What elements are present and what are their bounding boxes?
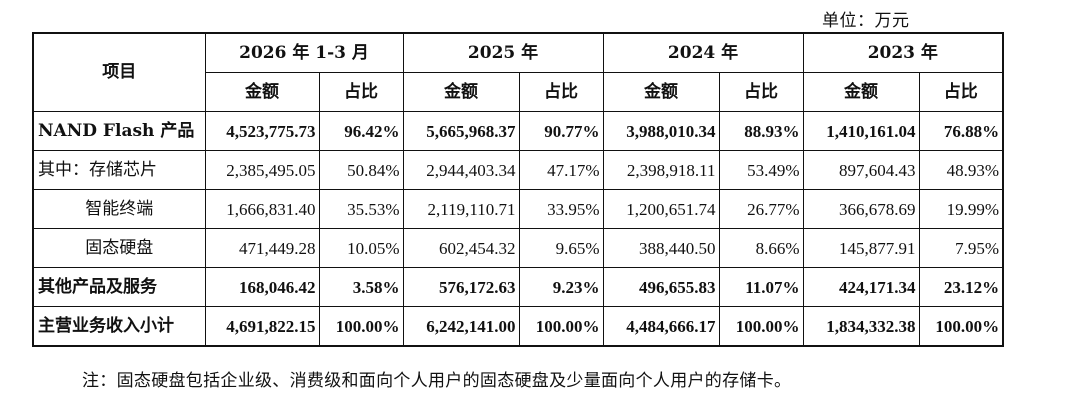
item-column-header: 项目 xyxy=(32,32,206,112)
share-cell: 11.07% xyxy=(718,267,804,307)
amount-header: 金额 xyxy=(802,72,920,112)
amount-cell: 471,449.28 xyxy=(204,228,320,268)
table-row: 其他产品及服务 168,046.42 3.58% 576,172.63 9.23% 496… xyxy=(32,267,1004,307)
amount-cell: 1,834,332.38 xyxy=(802,306,920,347)
share-cell: 35.53% xyxy=(318,189,404,229)
amount-cell: 6,242,141.00 xyxy=(402,306,520,347)
share-cell: 10.05% xyxy=(318,228,404,268)
amount-cell: 2,385,495.05 xyxy=(204,150,320,190)
amount-cell: 496,655.83 xyxy=(602,267,720,307)
share-cell: 26.77% xyxy=(718,189,804,229)
amount-cell: 4,691,822.15 xyxy=(204,306,320,347)
share-header: 占比 xyxy=(318,72,404,112)
table-row: 主营业务收入小计 4,691,822.15 100.00% 6,242,141.00 1… xyxy=(32,306,1004,347)
share-header: 占比 xyxy=(918,72,1004,112)
amount-cell: 602,454.32 xyxy=(402,228,520,268)
amount-cell: 2,119,110.71 xyxy=(402,189,520,229)
share-cell: 23.12% xyxy=(918,267,1004,307)
unit-label: 单位：万元 xyxy=(822,11,910,31)
amount-cell: 366,678.69 xyxy=(802,189,920,229)
table-row: 智能终端 1,666,831.40 35.53% 2,119,110.71 33.95%… xyxy=(32,189,1004,229)
amount-cell: 1,200,651.74 xyxy=(602,189,720,229)
table-row: 其中：存储芯片 2,385,495.05 50.84% 2,944,403.34 47.… xyxy=(32,150,1004,190)
share-cell: 53.49% xyxy=(718,150,804,190)
row-label: NAND Flash 产品 xyxy=(32,111,206,151)
amount-cell: 897,604.43 xyxy=(802,150,920,190)
share-cell: 3.58% xyxy=(318,267,404,307)
table-row: 固态硬盘 471,449.28 10.05% 602,454.32 9.65% 388,4… xyxy=(32,228,1004,268)
share-cell: 19.99% xyxy=(918,189,1004,229)
amount-header: 金额 xyxy=(204,72,320,112)
amount-cell: 145,877.91 xyxy=(802,228,920,268)
amount-header: 金额 xyxy=(402,72,520,112)
table-row: NAND Flash 产品 4,523,775.73 96.42% 5,665,968… xyxy=(32,111,1004,151)
share-cell: 88.93% xyxy=(718,111,804,151)
amount-cell: 5,665,968.37 xyxy=(402,111,520,151)
row-label: 其他产品及服务 xyxy=(32,267,206,307)
row-label: 其中：存储芯片 xyxy=(32,150,206,190)
share-cell: 76.88% xyxy=(918,111,1004,151)
amount-cell: 3,988,010.34 xyxy=(602,111,720,151)
share-cell: 48.93% xyxy=(918,150,1004,190)
share-cell: 9.65% xyxy=(518,228,604,268)
amount-header: 金额 xyxy=(602,72,720,112)
amount-cell: 2,398,918.11 xyxy=(602,150,720,190)
share-header: 占比 xyxy=(518,72,604,112)
share-cell: 100.00% xyxy=(918,306,1004,347)
share-cell: 50.84% xyxy=(318,150,404,190)
share-cell: 7.95% xyxy=(918,228,1004,268)
share-cell: 33.95% xyxy=(518,189,604,229)
amount-cell: 1,410,161.04 xyxy=(802,111,920,151)
revenue-table: 项目 2026 年 1-3 月 2025 年 2024 年 2023 年 金额 … xyxy=(32,32,1005,347)
amount-cell: 424,171.34 xyxy=(802,267,920,307)
row-label: 智能终端 xyxy=(32,189,206,229)
period-header: 2026 年 1-3 月 xyxy=(204,32,404,73)
row-label: 主营业务收入小计 xyxy=(32,306,206,347)
share-cell: 90.77% xyxy=(518,111,604,151)
share-cell: 96.42% xyxy=(318,111,404,151)
amount-cell: 2,944,403.34 xyxy=(402,150,520,190)
amount-cell: 388,440.50 xyxy=(602,228,720,268)
share-cell: 100.00% xyxy=(718,306,804,347)
amount-cell: 4,523,775.73 xyxy=(204,111,320,151)
share-header: 占比 xyxy=(718,72,804,112)
footnote: 注：固态硬盘包括企业级、消费级和面向个人用户的固态硬盘及少量面向个人用户的存储卡… xyxy=(82,371,792,391)
share-cell: 47.17% xyxy=(518,150,604,190)
period-header: 2025 年 xyxy=(402,32,604,73)
period-header: 2024 年 xyxy=(602,32,804,73)
period-header: 2023 年 xyxy=(802,32,1004,73)
table-body: NAND Flash 产品 4,523,775.73 96.42% 5,665,968… xyxy=(32,111,1004,347)
amount-cell: 1,666,831.40 xyxy=(204,189,320,229)
share-cell: 9.23% xyxy=(518,267,604,307)
row-label: 固态硬盘 xyxy=(32,228,206,268)
amount-cell: 576,172.63 xyxy=(402,267,520,307)
share-cell: 100.00% xyxy=(518,306,604,347)
share-cell: 8.66% xyxy=(718,228,804,268)
amount-cell: 168,046.42 xyxy=(204,267,320,307)
share-cell: 100.00% xyxy=(318,306,404,347)
amount-cell: 4,484,666.17 xyxy=(602,306,720,347)
